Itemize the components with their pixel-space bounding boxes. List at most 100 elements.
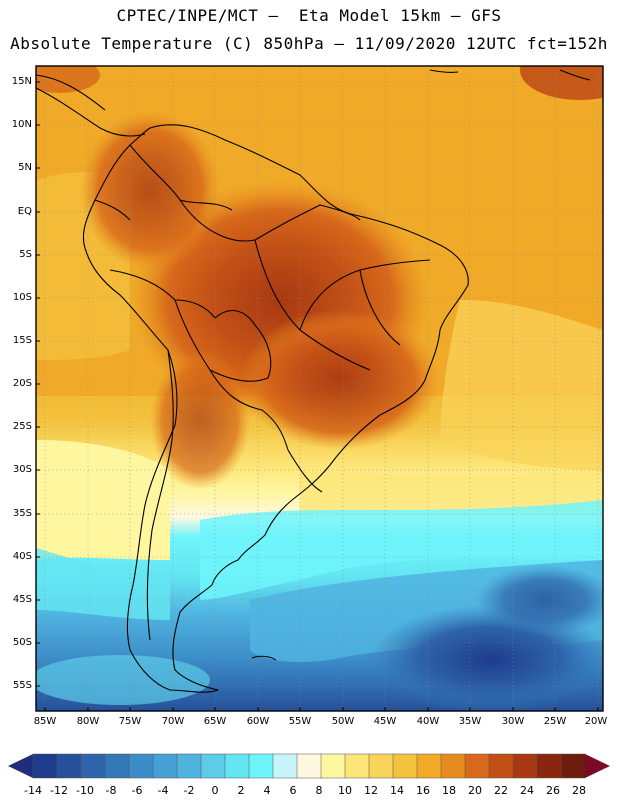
axis-ticks xyxy=(36,81,599,711)
colorbar-segment xyxy=(344,753,370,779)
temperature-map xyxy=(35,65,604,712)
coastlines-and-borders xyxy=(36,69,591,693)
colorbar-segment xyxy=(200,753,226,779)
lat-label: 5N xyxy=(18,162,32,173)
central-america-coastline xyxy=(36,87,146,137)
colorbar-label: 10 xyxy=(338,784,352,797)
colorbar-segment xyxy=(128,753,154,779)
temperature-field xyxy=(36,66,603,711)
colorbar-label: 14 xyxy=(390,784,404,797)
colorbar-label: 4 xyxy=(263,784,271,797)
colorbar-label: 24 xyxy=(520,784,534,797)
lat-label: 40S xyxy=(12,551,32,562)
caribbean-islands xyxy=(429,69,591,81)
map-title-line-1: CPTEC/INPE/MCT – Eta Model 15km – GFS xyxy=(116,6,502,25)
south-america-coastline xyxy=(82,124,469,693)
lon-label: 60W xyxy=(246,716,270,727)
lon-label: 85W xyxy=(33,716,57,727)
colorbar-segment xyxy=(488,753,514,779)
color-scale-legend xyxy=(8,753,610,779)
colorbar-label: 22 xyxy=(494,784,508,797)
lon-label: 75W xyxy=(118,716,142,727)
lat-label: 50S xyxy=(12,637,32,648)
lon-label: 80W xyxy=(76,716,100,727)
colorbar-segment xyxy=(392,753,418,779)
grid-lines xyxy=(36,66,603,711)
colorbar-label: 0 xyxy=(211,784,219,797)
colorbar-label: -2 xyxy=(183,784,195,797)
colorbar-low-arrow xyxy=(8,754,33,778)
border-peru-brazil xyxy=(109,269,216,319)
falkland-islands xyxy=(251,655,277,661)
lon-label: 65W xyxy=(203,716,227,727)
lon-label: 35W xyxy=(458,716,482,727)
lon-label: 45W xyxy=(373,716,397,727)
lat-label: EQ xyxy=(17,206,32,217)
colorbar-segment xyxy=(464,753,490,779)
colorbar-segment xyxy=(320,753,346,779)
border-brazil-states xyxy=(254,239,431,371)
border-colombia-venezuela xyxy=(129,144,233,211)
caribbean-coast xyxy=(36,74,106,111)
colorbar-label: -8 xyxy=(105,784,117,797)
lon-label: 40W xyxy=(416,716,440,727)
colorbar-segment xyxy=(80,753,106,779)
colorbar-segments xyxy=(32,753,586,779)
lat-label: 10N xyxy=(11,119,32,130)
colorbar-label: 16 xyxy=(416,784,430,797)
colorbar-label: -14 xyxy=(24,784,42,797)
lat-label: 10S xyxy=(12,292,32,303)
colorbar-segment xyxy=(536,753,562,779)
colorbar-segment xyxy=(440,753,466,779)
lon-label: 70W xyxy=(161,716,185,727)
colorbar-label: 12 xyxy=(364,784,378,797)
lat-label: 35S xyxy=(12,508,32,519)
border-ecuador xyxy=(94,199,131,221)
lat-label: 15N xyxy=(11,76,32,87)
colorbar-label: 8 xyxy=(315,784,323,797)
lat-label: 25S xyxy=(12,421,32,432)
colorbar-label: -4 xyxy=(157,784,169,797)
colorbar-segment xyxy=(176,753,202,779)
colorbar-label: 28 xyxy=(572,784,586,797)
colorbar-label: 26 xyxy=(546,784,560,797)
map-title-line-2: Absolute Temperature (C) 850hPa – 11/09/… xyxy=(10,34,608,53)
lon-label: 50W xyxy=(331,716,355,727)
lon-label: 20W xyxy=(584,716,608,727)
border-paraguay xyxy=(209,369,289,451)
colorbar-segment xyxy=(224,753,250,779)
lat-label: 20S xyxy=(12,378,32,389)
lat-label: 30S xyxy=(12,464,32,475)
colorbar-segment xyxy=(248,753,274,779)
colorbar-label: 18 xyxy=(442,784,456,797)
map-frame xyxy=(35,65,604,712)
lon-label: 30W xyxy=(501,716,525,727)
colorbar-segment xyxy=(56,753,82,779)
border-brazil-north xyxy=(179,199,361,242)
colorbar-segment xyxy=(296,753,322,779)
colorbar-segment xyxy=(368,753,394,779)
colorbar-segment xyxy=(560,753,586,779)
lat-label: 45S xyxy=(12,594,32,605)
colorbar-label: -12 xyxy=(50,784,68,797)
colorbar-segment xyxy=(416,753,442,779)
colorbar-segment xyxy=(512,753,538,779)
colorbar-label: -10 xyxy=(76,784,94,797)
border-chile-argentina xyxy=(146,349,174,641)
lat-label: 5S xyxy=(19,249,32,260)
lon-label: 55W xyxy=(288,716,312,727)
border-bolivia xyxy=(174,299,272,382)
colorbar-label: 6 xyxy=(289,784,297,797)
lat-label: 15S xyxy=(12,335,32,346)
colorbar-label: -6 xyxy=(131,784,143,797)
colorbar-segment xyxy=(272,753,298,779)
colorbar-segment xyxy=(104,753,130,779)
colorbar-segment xyxy=(32,753,58,779)
colorbar-label: 2 xyxy=(237,784,245,797)
lon-label: 25W xyxy=(543,716,567,727)
lat-label: 55S xyxy=(12,680,32,691)
colorbar-label: 20 xyxy=(468,784,482,797)
border-uruguay xyxy=(287,449,323,493)
colorbar-segment xyxy=(152,753,178,779)
colorbar-high-arrow xyxy=(585,754,610,778)
